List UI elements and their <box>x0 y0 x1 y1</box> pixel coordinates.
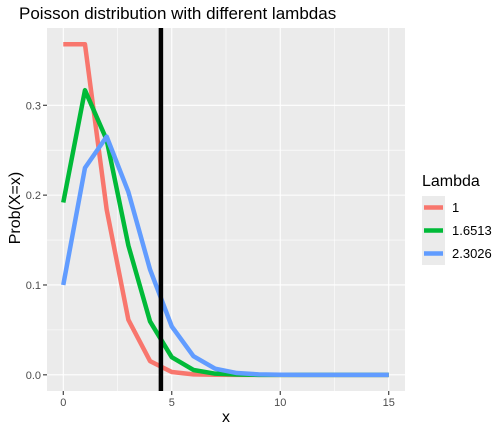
series-layer <box>61 42 389 378</box>
series-line-3 <box>61 134 389 378</box>
y-tick-label: 0.3 <box>26 100 41 112</box>
legend: Lambda 1 1.6513 2.3026 <box>422 173 492 265</box>
y-axis-title: Prob(X=x) <box>7 172 24 244</box>
x-tick-label: 10 <box>274 397 286 409</box>
x-tick-label: 15 <box>383 397 395 409</box>
x-tick-label: 0 <box>60 397 66 409</box>
y-axis: 0.0 0.1 0.2 0.3 <box>26 100 47 382</box>
x-tick-label: 5 <box>169 397 175 409</box>
grid-minor <box>47 28 405 391</box>
y-tick-label: 0.2 <box>26 190 41 202</box>
legend-item-1: 1 <box>422 196 459 219</box>
legend-item-3: 2.3026 <box>422 242 492 265</box>
legend-title: Lambda <box>422 173 480 190</box>
legend-label: 1 <box>452 200 459 215</box>
y-tick-label: 0.0 <box>26 370 41 382</box>
legend-label: 2.3026 <box>452 246 492 261</box>
legend-item-2: 1.6513 <box>422 219 492 242</box>
chart-title: Poisson distribution with different lamb… <box>19 4 336 23</box>
y-tick-label: 0.1 <box>26 280 41 292</box>
x-axis: 0 5 10 15 <box>60 391 395 409</box>
legend-label: 1.6513 <box>452 223 492 238</box>
x-axis-title: x <box>222 409 230 426</box>
